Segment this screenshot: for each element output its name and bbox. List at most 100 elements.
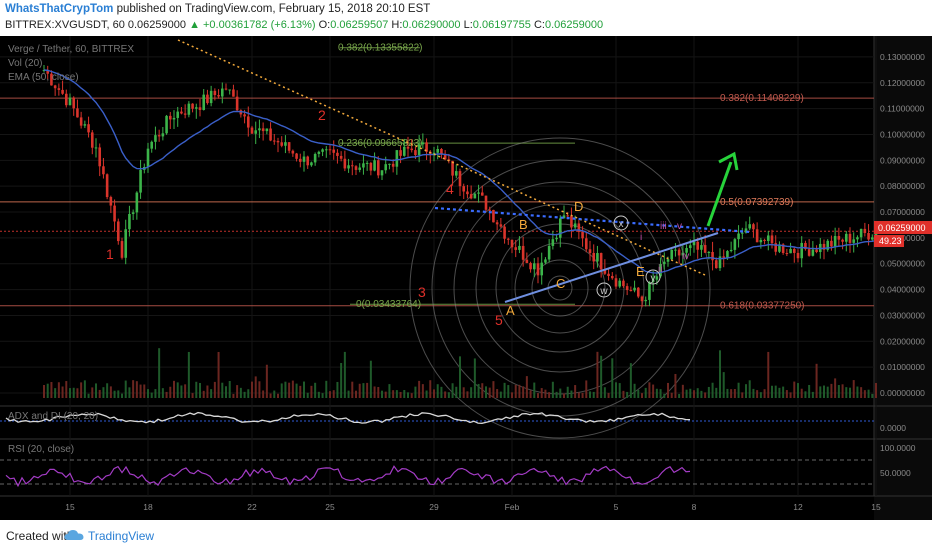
legend-vol: Vol (20) bbox=[8, 58, 42, 69]
volume-bar bbox=[533, 382, 536, 398]
candle-body bbox=[521, 245, 525, 260]
candle-body bbox=[830, 240, 833, 247]
volume-bar bbox=[618, 383, 621, 398]
candle-body bbox=[618, 280, 622, 287]
rsi-line bbox=[5, 465, 691, 488]
candle-body bbox=[495, 222, 499, 225]
volume-bar bbox=[626, 391, 629, 398]
candle-body bbox=[61, 89, 64, 94]
candle-body bbox=[365, 162, 369, 164]
chart-area[interactable]: 0.382(0.11408229) 0.5(0.07392739) 0.618(0.… bbox=[0, 36, 932, 520]
candle-body bbox=[440, 148, 443, 154]
candle-body bbox=[666, 259, 670, 262]
volume-bar bbox=[169, 386, 172, 398]
candle-body bbox=[651, 279, 655, 282]
volume-bar bbox=[667, 382, 669, 398]
candle-body bbox=[246, 116, 250, 128]
candle-body bbox=[131, 212, 135, 214]
volume-bar bbox=[652, 384, 655, 398]
volume-bar bbox=[239, 387, 242, 398]
volume-bar bbox=[518, 384, 521, 398]
micro-wave-label-i: i bbox=[640, 232, 642, 243]
volume-bar bbox=[165, 391, 168, 398]
volume-bar bbox=[124, 380, 127, 398]
fib-level-label: 0.382(0.11408229) bbox=[720, 93, 804, 104]
volume-bar bbox=[782, 386, 785, 398]
author-link[interactable]: WhatsThatCrypTom bbox=[5, 3, 114, 15]
candle-body bbox=[358, 167, 362, 170]
candle-body bbox=[50, 73, 53, 86]
volume-bar bbox=[707, 386, 710, 398]
volume-bar bbox=[741, 392, 744, 398]
candle-body bbox=[154, 135, 157, 142]
volume-bar bbox=[128, 387, 131, 398]
volume-bar bbox=[150, 392, 153, 398]
volume-bar bbox=[147, 389, 149, 398]
candle-body bbox=[376, 160, 380, 176]
candle-body bbox=[659, 264, 662, 277]
volume-bar bbox=[303, 381, 305, 398]
x-tick-label: 12 bbox=[793, 502, 803, 512]
volume-bar bbox=[199, 382, 201, 398]
candle-body bbox=[503, 226, 506, 239]
candle-body bbox=[261, 128, 265, 132]
volume-bar bbox=[273, 390, 276, 398]
candle-body bbox=[529, 263, 532, 270]
candle-body bbox=[596, 253, 599, 262]
tradingview-link[interactable]: TradingView bbox=[88, 529, 155, 543]
volume-bar bbox=[369, 360, 372, 398]
candle-body bbox=[570, 216, 573, 228]
y-tick-label: 0.04000000 bbox=[880, 285, 925, 295]
tradingview-cloud-icon[interactable] bbox=[64, 528, 84, 547]
circled-wave-label-y: y bbox=[651, 273, 656, 284]
volume-bar bbox=[291, 380, 294, 398]
fib-circle bbox=[409, 137, 711, 439]
candle-body bbox=[202, 94, 206, 110]
volume-bar bbox=[789, 392, 792, 398]
volume-bar bbox=[763, 389, 766, 398]
candle-body bbox=[280, 142, 284, 146]
candle-body bbox=[213, 90, 217, 96]
wave-label-B: B bbox=[519, 217, 528, 232]
candle-body bbox=[707, 251, 711, 253]
legend-adx: ADX and DI (20, 20) bbox=[8, 411, 98, 422]
volume-bar bbox=[314, 382, 317, 398]
candle-body bbox=[328, 149, 332, 151]
candle-body bbox=[194, 107, 198, 109]
candle-body bbox=[451, 160, 454, 176]
candle-body bbox=[518, 245, 521, 250]
volume-bar bbox=[403, 390, 406, 398]
candle-body bbox=[588, 249, 592, 253]
candle-body bbox=[867, 232, 870, 240]
volume-bar bbox=[213, 381, 216, 398]
candle-body bbox=[362, 163, 365, 168]
volume-bar bbox=[659, 389, 662, 398]
wave-label-1: 1 bbox=[106, 246, 114, 262]
volume-bar bbox=[191, 393, 194, 398]
candle-body bbox=[547, 245, 551, 260]
volume-bar bbox=[373, 386, 376, 398]
volume-bar bbox=[425, 390, 428, 398]
candle-body bbox=[729, 249, 733, 252]
micro-wave-label-iii: iii bbox=[660, 221, 667, 232]
candle-body bbox=[603, 269, 607, 274]
candle-body bbox=[321, 149, 324, 152]
candle-body bbox=[633, 287, 636, 291]
volume-bar bbox=[143, 384, 146, 398]
price-chart[interactable]: 0.382(0.11408229) 0.5(0.07392739) 0.618(0.… bbox=[0, 36, 932, 520]
candle-body bbox=[599, 253, 603, 270]
volume-bar bbox=[611, 358, 614, 398]
volume-bar bbox=[756, 390, 759, 398]
symbol-label: BITTREX:XVGUSDT, 60 bbox=[5, 19, 125, 31]
ema-50-line bbox=[43, 69, 877, 274]
candle-body bbox=[150, 141, 154, 149]
volume-bar bbox=[748, 380, 751, 398]
candle-body bbox=[874, 231, 878, 238]
volume-bar bbox=[206, 385, 209, 398]
candle-body bbox=[306, 156, 310, 166]
candle-body bbox=[53, 85, 57, 89]
axes: 0.13000000 0.12000000 0.11000000 0.10000000… bbox=[65, 52, 925, 512]
volume-bar bbox=[797, 383, 799, 398]
fib-level-label: 0.5(0.07392739) bbox=[720, 197, 793, 208]
candle-body bbox=[139, 169, 142, 193]
